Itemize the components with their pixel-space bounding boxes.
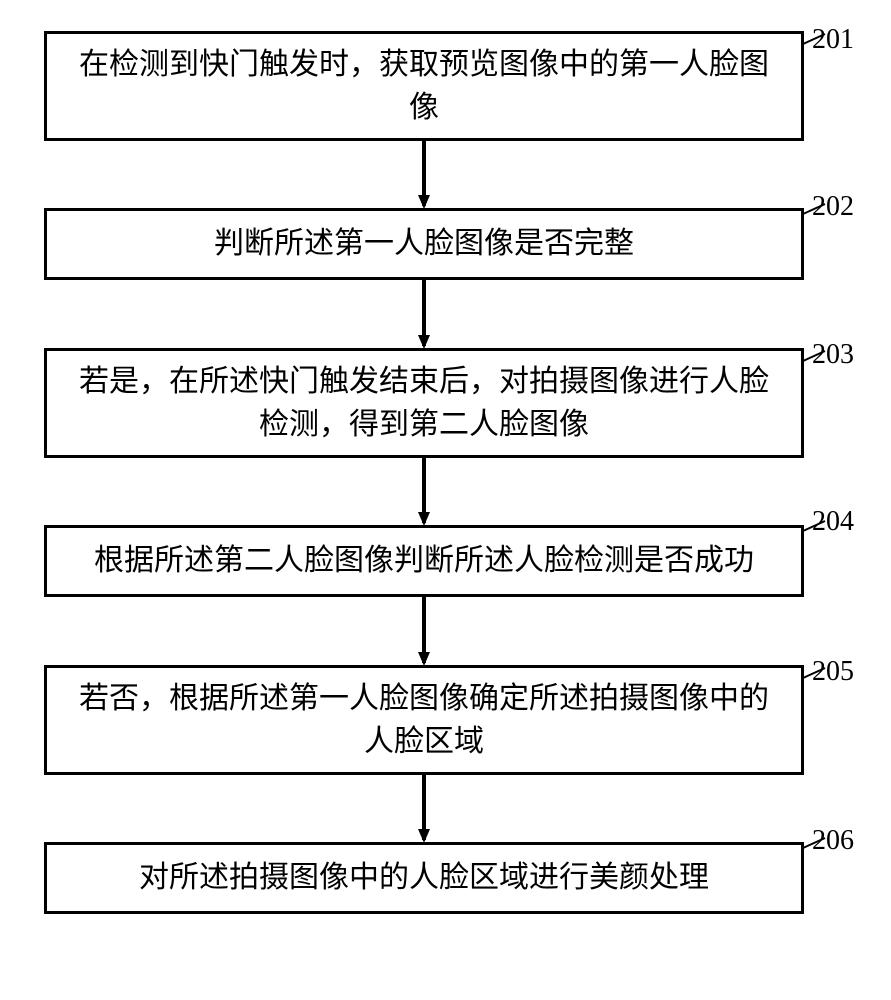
flowchart-canvas: 在检测到快门触发时，获取预览图像中的第一人脸图像 201 判断所述第一人脸图像是… bbox=[0, 0, 891, 1000]
flow-step-label-204: 204 bbox=[812, 506, 854, 538]
flow-node-text: 判断所述第一人脸图像是否完整 bbox=[65, 222, 783, 266]
flow-node-206: 对所述拍摄图像中的人脸区域进行美颜处理 bbox=[44, 842, 804, 914]
flow-step-label-203: 203 bbox=[812, 339, 854, 371]
flow-node-text: 在检测到快门触发时，获取预览图像中的第一人脸图像 bbox=[65, 43, 783, 130]
flow-step-label-205: 205 bbox=[812, 656, 854, 688]
flow-node-203: 若是，在所述快门触发结束后，对拍摄图像进行人脸检测，得到第二人脸图像 bbox=[44, 348, 804, 458]
flow-node-text: 对所述拍摄图像中的人脸区域进行美颜处理 bbox=[65, 856, 783, 900]
flow-node-text: 根据所述第二人脸图像判断所述人脸检测是否成功 bbox=[65, 539, 783, 583]
flow-node-204: 根据所述第二人脸图像判断所述人脸检测是否成功 bbox=[44, 525, 804, 597]
flow-node-text: 若否，根据所述第一人脸图像确定所述拍摄图像中的人脸区域 bbox=[65, 677, 783, 764]
flow-node-text: 若是，在所述快门触发结束后，对拍摄图像进行人脸检测，得到第二人脸图像 bbox=[65, 360, 783, 447]
flow-step-label-201: 201 bbox=[812, 24, 854, 56]
flow-step-label-202: 202 bbox=[812, 191, 854, 223]
flow-node-205: 若否，根据所述第一人脸图像确定所述拍摄图像中的人脸区域 bbox=[44, 665, 804, 775]
flow-step-label-206: 206 bbox=[812, 825, 854, 857]
flow-node-201: 在检测到快门触发时，获取预览图像中的第一人脸图像 bbox=[44, 31, 804, 141]
flow-node-202: 判断所述第一人脸图像是否完整 bbox=[44, 208, 804, 280]
